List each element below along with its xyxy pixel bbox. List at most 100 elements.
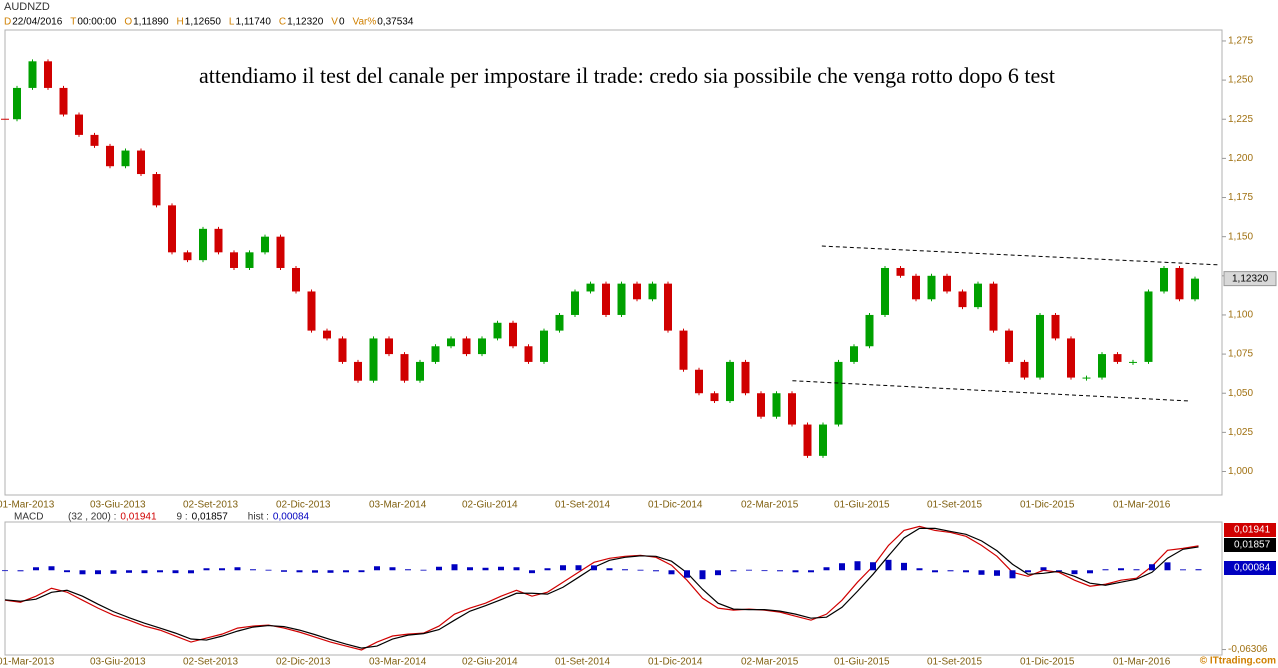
hist-bar: [1087, 570, 1093, 574]
y-tick-label: 1,050: [1228, 388, 1253, 399]
field-key: L: [229, 17, 235, 28]
x-tick-label: 03-Giu-2013: [90, 500, 146, 511]
candle: [183, 252, 192, 261]
x-tick-label: 01-Mar-2016: [1113, 500, 1171, 511]
candle: [199, 228, 207, 261]
hist-bar: [343, 570, 349, 573]
hist-bar: [95, 570, 101, 575]
x-tick-label: 01-Dic-2014: [648, 500, 703, 511]
candle: [695, 369, 703, 394]
hist-bar: [33, 567, 39, 571]
hist-bar: [1118, 568, 1124, 571]
legend-value: 0,01941: [120, 512, 157, 523]
hist-bar: [792, 570, 799, 573]
candle: [400, 354, 409, 381]
candle: [850, 346, 858, 362]
candle: [555, 314, 564, 331]
candle: [726, 361, 734, 402]
candle: [896, 267, 905, 276]
candle: [1175, 267, 1184, 300]
last-price-box: [1223, 271, 1277, 287]
candle: [493, 322, 502, 339]
candle: [1005, 330, 1013, 362]
hist-bar: [761, 570, 768, 572]
hist-bar: [1195, 569, 1202, 571]
hist-bar: [420, 569, 427, 571]
candle: [912, 275, 920, 300]
candle: [865, 314, 874, 347]
field-key: O: [124, 17, 132, 28]
x-tick-label: 01-Set-2014: [555, 500, 610, 511]
candle: [772, 393, 781, 417]
field-value: 0,37534: [377, 17, 414, 28]
candle: [679, 330, 688, 370]
y-tick-label: 1,225: [1228, 114, 1253, 125]
candle: [633, 283, 641, 300]
x-tick-label: 03-Mar-2014: [369, 657, 427, 668]
hist-bar: [1056, 570, 1062, 572]
value-box-label: 0,00084: [1234, 563, 1271, 574]
hist-bar: [854, 561, 861, 571]
y-tick-label: 1,025: [1228, 427, 1253, 438]
x-tick-label: 03-Giu-2013: [90, 657, 146, 668]
candle: [1160, 267, 1168, 292]
field-key: D: [4, 17, 11, 28]
candle: [137, 150, 145, 175]
x-tick-label: 01-Dic-2014: [648, 657, 703, 668]
x-tick-label: 03-Mar-2014: [369, 500, 427, 511]
hist-bar: [374, 566, 380, 571]
y-tick-label: 1,275: [1228, 36, 1253, 47]
legend-value: 0,00084: [273, 512, 310, 523]
candle: [369, 338, 378, 381]
hist-bar: [1164, 562, 1171, 571]
hist-bar: [684, 570, 690, 578]
value-box: [1224, 538, 1276, 552]
candle: [1098, 354, 1106, 378]
candle: [927, 275, 936, 300]
y-tick-label: 1,175: [1228, 192, 1253, 203]
hist-bar: [141, 570, 148, 574]
hist-bar: [1071, 570, 1078, 575]
y-tick-label: 1,100: [1228, 310, 1253, 321]
candle: [338, 338, 347, 362]
hist-bar: [203, 568, 210, 571]
field-key: C: [279, 17, 286, 28]
candle: [989, 283, 998, 331]
candle: [230, 252, 238, 268]
hist-bar: [622, 569, 628, 571]
candle: [245, 252, 254, 268]
hist-bar: [327, 570, 334, 573]
hist-bar: [312, 570, 318, 573]
candle: [462, 338, 471, 355]
trend-line: [792, 380, 1191, 402]
hist-bar: [544, 568, 551, 571]
hist-bar: [1025, 570, 1031, 573]
candle: [168, 205, 176, 253]
hist-bar: [436, 566, 442, 571]
candle: [958, 291, 967, 308]
field-value: 1,12320: [287, 17, 324, 28]
candle: [152, 174, 161, 206]
hist-bar: [591, 565, 597, 571]
candle: [106, 145, 114, 167]
candle: [90, 134, 99, 146]
macd-line: [4, 525, 1199, 651]
candle: [710, 393, 719, 402]
hist-bar: [48, 566, 55, 571]
hist-bar: [172, 570, 179, 574]
candle: [1082, 377, 1091, 379]
value-box: [1224, 561, 1276, 575]
candle: [261, 236, 269, 253]
candle: [13, 87, 21, 120]
candle: [75, 114, 83, 135]
legend-name: 9 :: [177, 512, 188, 523]
candle: [354, 361, 362, 381]
y-tick-label: -0,06306: [1228, 644, 1268, 655]
candle: [292, 267, 300, 292]
field-value: 1,11740: [235, 17, 271, 28]
x-tick-label: 02-Dic-2013: [276, 500, 331, 511]
field-key: Var%: [353, 17, 377, 28]
candle: [881, 267, 889, 315]
candle: [1144, 291, 1153, 362]
